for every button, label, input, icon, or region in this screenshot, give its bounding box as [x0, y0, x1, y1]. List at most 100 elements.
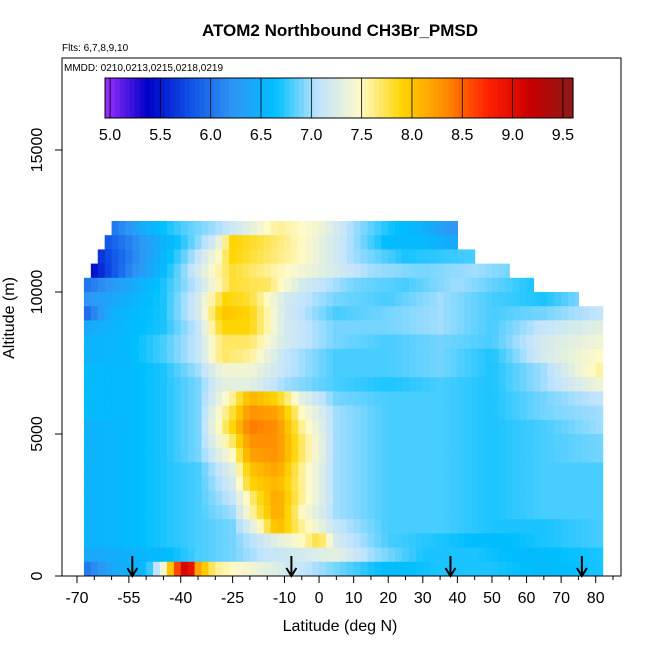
heatmap-cell — [422, 533, 431, 549]
heatmap-cell — [153, 320, 161, 336]
colorbar-segment — [563, 78, 569, 118]
heatmap-cell — [367, 419, 375, 435]
heatmap-cell — [125, 490, 133, 506]
heatmap-cell — [166, 561, 175, 576]
heatmap-cell — [208, 292, 216, 307]
heatmap-cell — [505, 348, 514, 364]
heatmap-cell — [588, 490, 597, 506]
heatmap-cell — [353, 348, 362, 364]
heatmap-cell — [242, 533, 251, 549]
heatmap-cell — [346, 434, 355, 449]
heatmap-cell — [215, 348, 223, 364]
heatmap-cell — [166, 434, 175, 449]
heatmap-cell — [236, 462, 244, 478]
heatmap-cell — [242, 363, 251, 378]
heatmap-cell — [429, 235, 438, 250]
heatmap-cell — [118, 263, 127, 279]
heatmap-cell — [104, 476, 113, 492]
heatmap-cell — [270, 348, 279, 364]
heatmap-cell — [443, 448, 452, 463]
heatmap-cell — [263, 391, 272, 407]
heatmap-cell — [415, 476, 424, 492]
heatmap-cell — [436, 419, 445, 435]
heatmap-cell — [291, 547, 299, 563]
heatmap-cell — [581, 434, 590, 449]
heatmap-cell — [519, 519, 528, 534]
heatmap-cell — [512, 533, 521, 549]
heatmap-cell — [242, 547, 251, 563]
heatmap-cell — [505, 519, 514, 534]
heatmap-cell — [353, 292, 362, 307]
heatmap-cell — [505, 547, 514, 563]
heatmap-cell — [429, 292, 438, 307]
heatmap-cell — [305, 547, 313, 563]
heatmap-cell — [139, 419, 147, 435]
heatmap-cell — [574, 505, 583, 520]
heatmap-cell — [284, 519, 292, 534]
heatmap-cell — [277, 434, 286, 449]
heatmap-cell — [229, 561, 237, 576]
colorbar-segment — [134, 78, 141, 118]
heatmap-cell — [574, 462, 583, 478]
heatmap-cell — [249, 448, 258, 463]
heatmap-cell — [360, 348, 369, 364]
heatmap-cell — [83, 320, 92, 336]
heatmap-cell — [153, 561, 161, 576]
heatmap-cell — [83, 547, 92, 563]
heatmap-cell — [519, 547, 528, 563]
heatmap-cell — [415, 561, 424, 576]
heatmap-cell — [436, 505, 445, 520]
colorbar-segment — [274, 78, 280, 118]
heatmap-cell — [201, 448, 210, 463]
heatmap-cell — [491, 533, 500, 549]
heatmap-cell — [561, 476, 569, 492]
heatmap-cell — [554, 519, 562, 534]
heatmap-cell — [498, 462, 507, 478]
heatmap-cell — [395, 419, 403, 435]
heatmap-cell — [146, 476, 154, 492]
heatmap-cell — [208, 405, 216, 421]
heatmap-cell — [568, 405, 576, 421]
heatmap-cell — [485, 419, 493, 435]
heatmap-cell — [519, 490, 528, 506]
heatmap-cell — [263, 320, 272, 336]
heatmap-cell — [478, 490, 486, 506]
heatmap-cell — [547, 505, 555, 520]
heatmap-cell — [436, 363, 445, 378]
heatmap-cell — [187, 221, 196, 236]
heatmap-cell — [242, 434, 251, 449]
heatmap-cell — [332, 292, 341, 307]
heatmap-cell — [215, 490, 223, 506]
heatmap-cell — [194, 419, 203, 435]
heatmap-cell — [242, 448, 251, 463]
heatmap-cell — [83, 462, 92, 478]
heatmap-cell — [277, 249, 286, 265]
heatmap-cell — [201, 363, 210, 378]
heatmap-cell — [519, 561, 528, 576]
altitude-band — [83, 448, 604, 463]
heatmap-cell — [422, 561, 431, 576]
heatmap-cell — [388, 320, 396, 336]
altitude-band — [90, 263, 510, 279]
heatmap-cell — [332, 519, 341, 534]
heatmap-cell — [388, 561, 396, 576]
heatmap-cell — [547, 363, 555, 378]
heatmap-cell — [236, 292, 244, 307]
heatmap-cell — [187, 547, 196, 563]
heatmap-cell — [173, 476, 182, 492]
heatmap-cell — [408, 547, 417, 563]
heatmap-cell — [478, 405, 486, 421]
heatmap-cell — [277, 235, 286, 250]
heatmap-cell — [346, 476, 355, 492]
heatmap-cell — [187, 533, 196, 549]
colorbar-tick-label: 7.0 — [300, 127, 322, 144]
heatmap-cell — [588, 334, 597, 350]
heatmap-cell — [353, 476, 362, 492]
colorbar-segment — [523, 78, 529, 118]
heatmap-cell — [146, 348, 154, 364]
colorbar-segment — [558, 78, 564, 118]
altitude-band — [83, 405, 604, 421]
heatmap-cell — [256, 490, 265, 506]
heatmap-cell — [270, 462, 279, 478]
heatmap-cell — [249, 363, 258, 378]
